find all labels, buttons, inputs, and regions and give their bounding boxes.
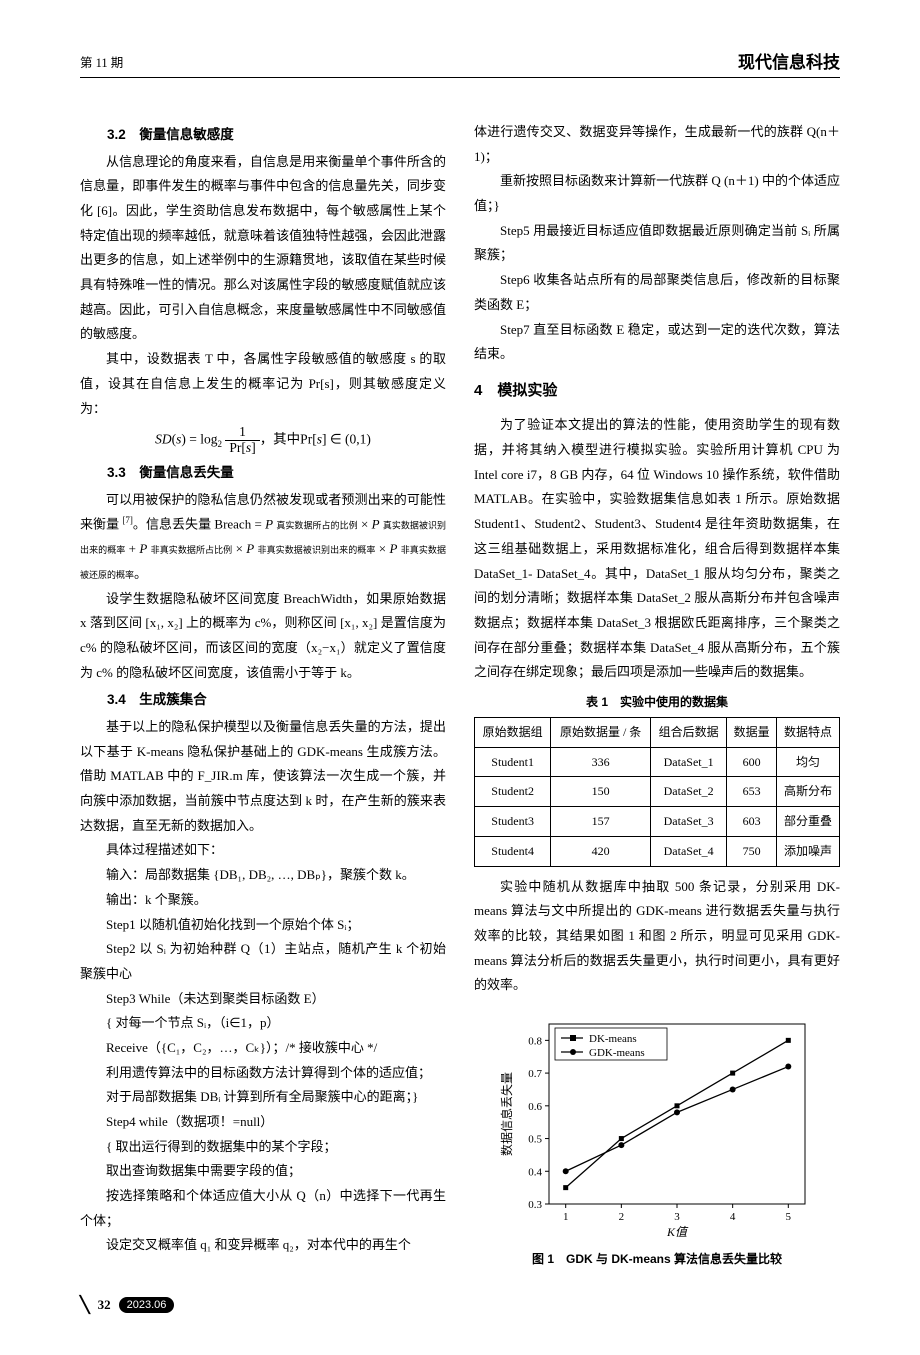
td: Student3 — [475, 807, 551, 837]
section-3-3-title: 3.3 衡量信息丢失量 — [80, 460, 446, 486]
formula-sd: SD(s) = log2 1 Pr[s] ，其中Pr[s] ∈ (0,1) — [80, 425, 446, 456]
para: Receive（{C₁，C₂，…，Cₖ}）；/* 接收簇中心 */ — [80, 1036, 446, 1061]
table-1: 原始数据组 原始数据量 / 条 组合后数据 数据量 数据特点 Student13… — [474, 717, 840, 867]
para: Step2 以 Sᵢ 为初始种群 Q（1）主站点，随机产生 k 个初始聚簇中心 — [80, 937, 446, 986]
left-column: 3.2 衡量信息敏感度 从信息理论的角度来看，自信息是用来衡量单个事件所含的信息… — [80, 120, 446, 1271]
td: 157 — [551, 807, 651, 837]
svg-text:0.5: 0.5 — [528, 1134, 542, 1146]
line-chart-svg: 0.3 0.4 0.5 0.6 0.7 0.8 1 2 3 4 5 K值 数据信息丢失量 DK-means… — [497, 1012, 817, 1242]
td: 600 — [727, 747, 777, 777]
th: 原始数据组 — [475, 717, 551, 747]
page-number: 32 — [98, 1297, 111, 1313]
section-3-4-title: 3.4 生成簇集合 — [80, 687, 446, 713]
td: 420 — [551, 836, 651, 866]
svg-text:0.8: 0.8 — [528, 1036, 542, 1048]
td: 603 — [727, 807, 777, 837]
para: 具体过程描述如下： — [80, 838, 446, 863]
right-column: 体进行遗传交叉、数据变异等操作，生成最新一代的族群 Q(n＋1)； 重新按照目标… — [474, 120, 840, 1271]
page-header: 第 11 期 现代信息科技 — [80, 48, 840, 78]
section-4-title: 4 模拟实验 — [474, 377, 840, 406]
para: 利用遗传算法中的目标函数方法计算得到个体的适应值； — [80, 1061, 446, 1086]
para: 输入：局部数据集 {DB₁, DB₂, …, DBₚ}，聚簇个数 k。 — [80, 863, 446, 888]
para: 从信息理论的角度来看，自信息是用来衡量单个事件所含的信息量，即事件发生的概率与事… — [80, 150, 446, 348]
td: 均匀 — [776, 747, 839, 777]
svg-text:K值: K值 — [666, 1225, 689, 1239]
table-row: Student3157DataSet_3603部分重叠 — [475, 807, 840, 837]
para: 实验中随机从数据库中抽取 500 条记录，分别采用 DK-means 算法与文中… — [474, 875, 840, 998]
td: 高斯分布 — [776, 777, 839, 807]
para: { 取出运行得到的数据集中的某个字段； — [80, 1135, 446, 1160]
page-footer: ╲ 32 2023.06 — [80, 1295, 840, 1315]
svg-text:0.4: 0.4 — [528, 1166, 542, 1178]
para: 为了验证本文提出的算法的性能，使用资助学生的现有数据，并将其纳入模型进行模拟实验… — [474, 413, 840, 685]
figure-1-caption: 图 1 GDK 与 DK-means 算法信息丢失量比较 — [474, 1248, 840, 1271]
table-header-row: 原始数据组 原始数据量 / 条 组合后数据 数据量 数据特点 — [475, 717, 840, 747]
table-1-caption: 表 1 实验中使用的数据集 — [474, 691, 840, 714]
svg-text:3: 3 — [674, 1211, 680, 1223]
table-row: Student2150DataSet_2653高斯分布 — [475, 777, 840, 807]
svg-text:1: 1 — [563, 1211, 569, 1223]
para: Step1 以随机值初始化找到一个原始个体 Sᵢ； — [80, 913, 446, 938]
para: 基于以上的隐私保护模型以及衡量信息丢失量的方法，提出以下基于 K-means 隐… — [80, 715, 446, 838]
para: 体进行遗传交叉、数据变异等操作，生成最新一代的族群 Q(n＋1)； — [474, 120, 840, 169]
para: 重新按照目标函数来计算新一代族群 Q (n＋1) 中的个体适应值；} — [474, 169, 840, 218]
table-row: Student4420DataSet_4750添加噪声 — [475, 836, 840, 866]
page: 第 11 期 现代信息科技 3.2 衡量信息敏感度 从信息理论的角度来看，自信息… — [0, 0, 920, 1355]
para: { 对每一个节点 Sᵢ，（i∈1，p） — [80, 1011, 446, 1036]
two-column-body: 3.2 衡量信息敏感度 从信息理论的角度来看，自信息是用来衡量单个事件所含的信息… — [80, 120, 840, 1271]
td: 750 — [727, 836, 777, 866]
svg-text:2: 2 — [619, 1211, 625, 1223]
para: 按选择策略和个体适应值大小从 Q（n）中选择下一代再生个体； — [80, 1184, 446, 1233]
svg-text:5: 5 — [786, 1211, 792, 1223]
svg-text:0.6: 0.6 — [528, 1101, 542, 1113]
td: Student2 — [475, 777, 551, 807]
td: 添加噪声 — [776, 836, 839, 866]
figure-1-chart: 0.3 0.4 0.5 0.6 0.7 0.8 1 2 3 4 5 K值 数据信息丢失量 DK-means… — [474, 1012, 840, 1242]
th: 数据特点 — [776, 717, 839, 747]
footer-date: 2023.06 — [119, 1297, 175, 1313]
svg-text:0.3: 0.3 — [528, 1199, 542, 1211]
para: Step7 直至目标函数 E 稳定，或达到一定的迭代次数，算法结束。 — [474, 318, 840, 367]
th: 数据量 — [727, 717, 777, 747]
td: DataSet_3 — [651, 807, 727, 837]
svg-text:GDK-means: GDK-means — [589, 1047, 645, 1059]
th: 组合后数据 — [651, 717, 727, 747]
th: 原始数据量 / 条 — [551, 717, 651, 747]
para: Step6 收集各站点所有的局部聚类信息后，修改新的目标聚类函数 E； — [474, 268, 840, 317]
journal-title: 现代信息科技 — [738, 48, 840, 73]
footer-arrow-icon: ╲ — [80, 1295, 90, 1315]
para: 可以用被保护的隐私信息仍然被发现或者预测出来的可能性来衡量 [7]。信息丢失量 … — [80, 488, 446, 587]
para: 设定交叉概率值 q₁ 和变异概率 q₂，对本代中的再生个 — [80, 1233, 446, 1258]
table-row: Student1336DataSet_1600均匀 — [475, 747, 840, 777]
section-3-2-title: 3.2 衡量信息敏感度 — [80, 122, 446, 148]
issue-number: 第 11 期 — [80, 52, 123, 71]
svg-text:0.7: 0.7 — [528, 1068, 542, 1080]
svg-text:数据信息丢失量: 数据信息丢失量 — [499, 1072, 514, 1156]
para: 输出：k 个聚簇。 — [80, 888, 446, 913]
svg-text:DK-means: DK-means — [589, 1033, 637, 1045]
td: DataSet_2 — [651, 777, 727, 807]
td: Student1 — [475, 747, 551, 777]
td: 部分重叠 — [776, 807, 839, 837]
svg-text:4: 4 — [730, 1211, 736, 1223]
td: Student4 — [475, 836, 551, 866]
para: 设学生数据隐私破坏区间宽度 BreachWidth，如果原始数据 x 落到区间 … — [80, 587, 446, 686]
para: Step5 用最接近目标适应值即数据最近原则确定当前 Sᵢ 所属聚簇； — [474, 219, 840, 268]
td: 653 — [727, 777, 777, 807]
td: DataSet_1 — [651, 747, 727, 777]
td: DataSet_4 — [651, 836, 727, 866]
para: 取出查询数据集中需要字段的值； — [80, 1159, 446, 1184]
para: 对于局部数据集 DBᵢ 计算到所有全局聚簇中心的距离；} — [80, 1085, 446, 1110]
para: Step3 While（未达到聚类目标函数 E） — [80, 987, 446, 1012]
para: 其中，设数据表 T 中，各属性字段敏感值的敏感度 s 的取值，设其在自信息上发生… — [80, 347, 446, 421]
td: 336 — [551, 747, 651, 777]
para: Step4 while（数据项！=null） — [80, 1110, 446, 1135]
td: 150 — [551, 777, 651, 807]
